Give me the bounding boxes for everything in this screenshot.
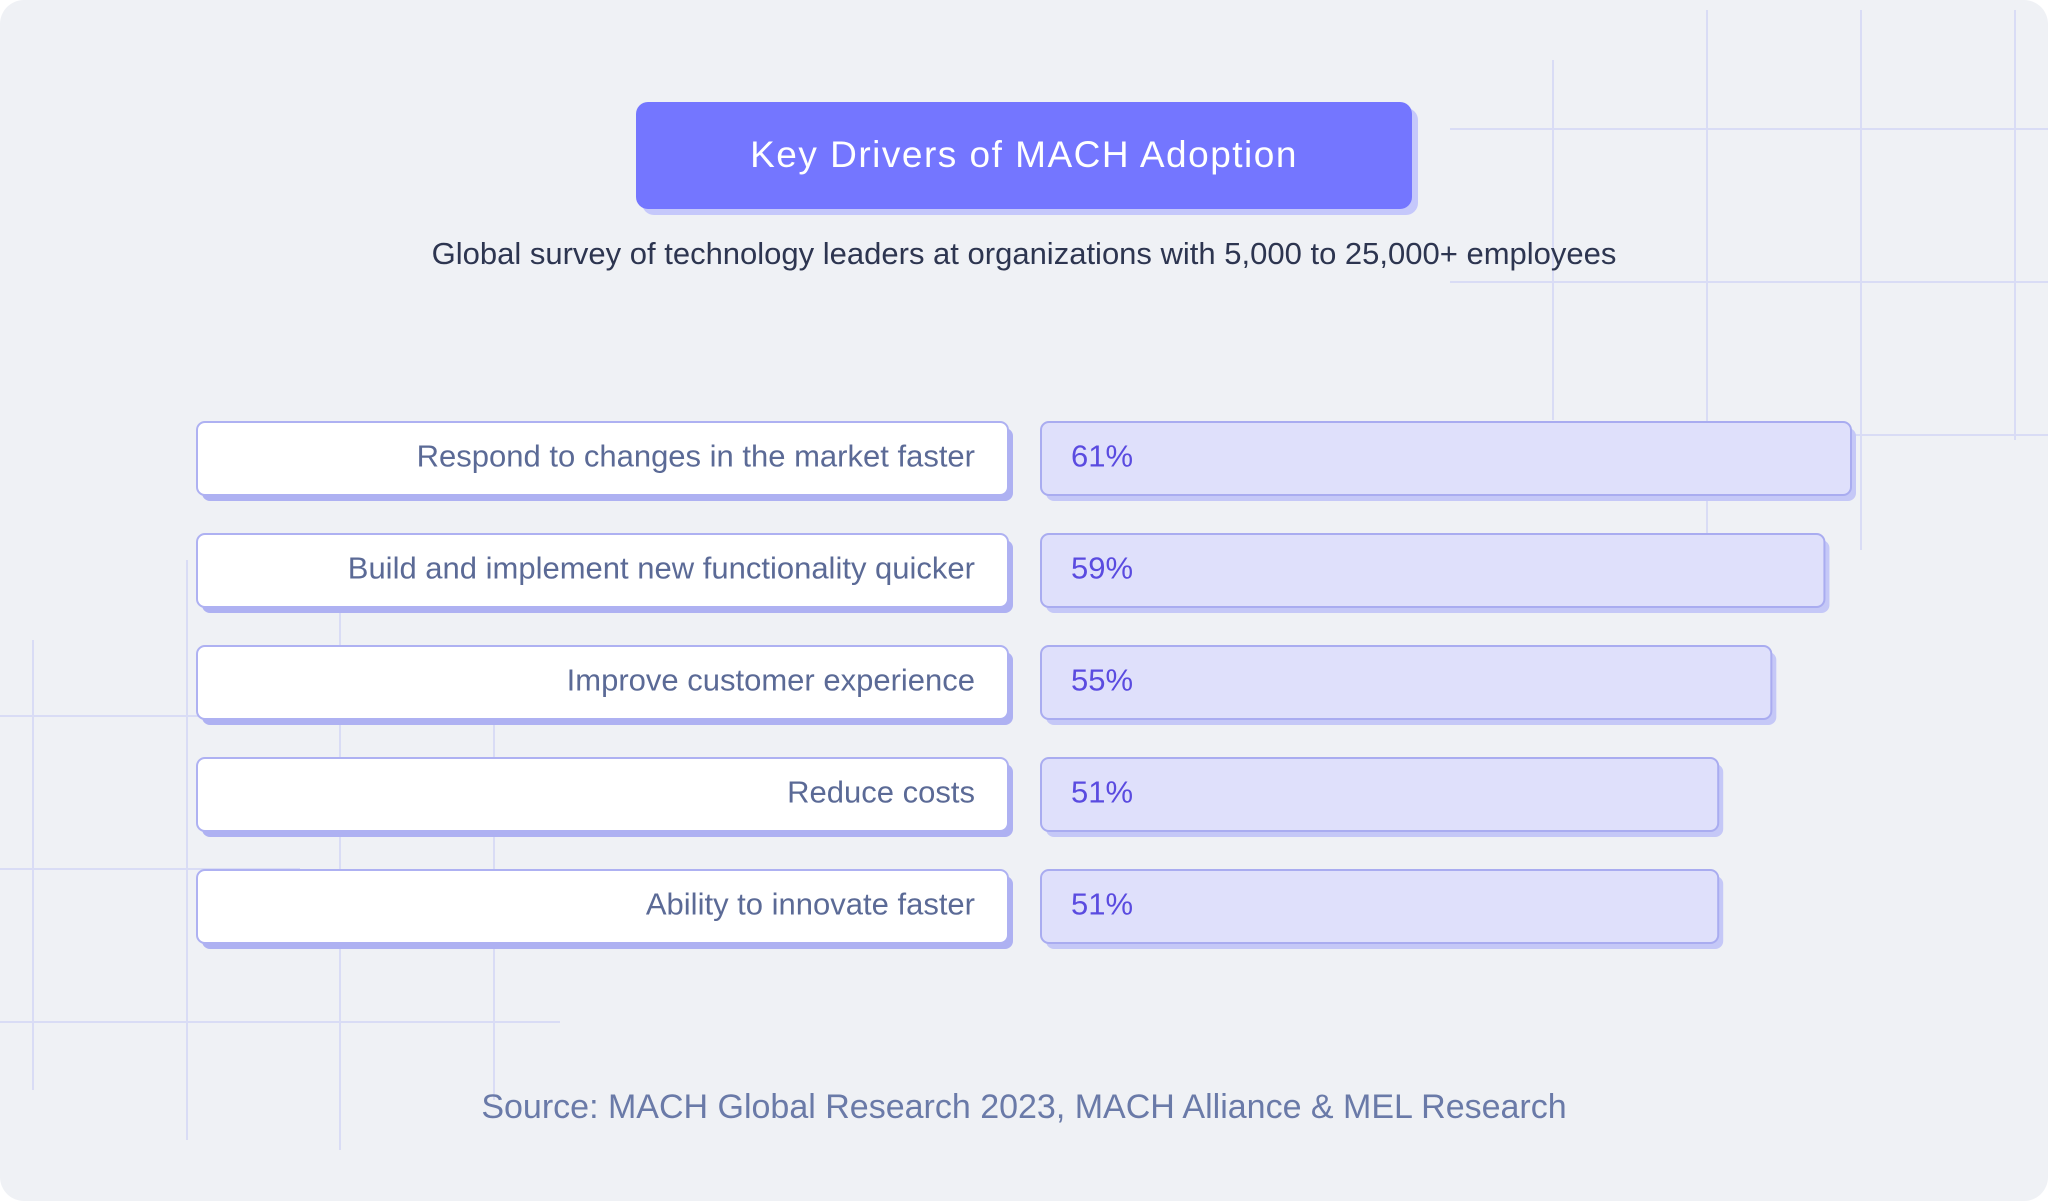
source-note: Source: MACH Global Research 2023, MACH … — [481, 1088, 1566, 1126]
chart-subtitle: Global survey of technology leaders at o… — [432, 236, 1617, 271]
value-label: 59% — [1071, 551, 1133, 586]
value-label: 61% — [1071, 439, 1133, 474]
category-label: Reduce costs — [787, 775, 975, 810]
title-box — [636, 102, 1412, 209]
bar — [1040, 421, 1852, 496]
label-box — [196, 757, 1009, 832]
category-label: Improve customer experience — [567, 663, 975, 698]
category-label: Respond to changes in the market faster — [417, 439, 975, 474]
value-label: 51% — [1071, 887, 1133, 922]
label-box — [196, 645, 1009, 720]
bar — [1040, 645, 1773, 720]
category-label: Ability to innovate faster — [646, 887, 975, 922]
label-box — [196, 533, 1009, 608]
label-box — [196, 421, 1009, 496]
category-label: Build and implement new functionality qu… — [348, 551, 975, 586]
bar — [1040, 869, 1720, 944]
label-box — [196, 869, 1009, 944]
value-label: 51% — [1071, 775, 1133, 810]
bar — [1040, 533, 1826, 608]
value-label: 55% — [1071, 663, 1133, 698]
bar — [1040, 757, 1720, 832]
chart-title: Key Drivers of MACH Adoption — [750, 134, 1298, 175]
